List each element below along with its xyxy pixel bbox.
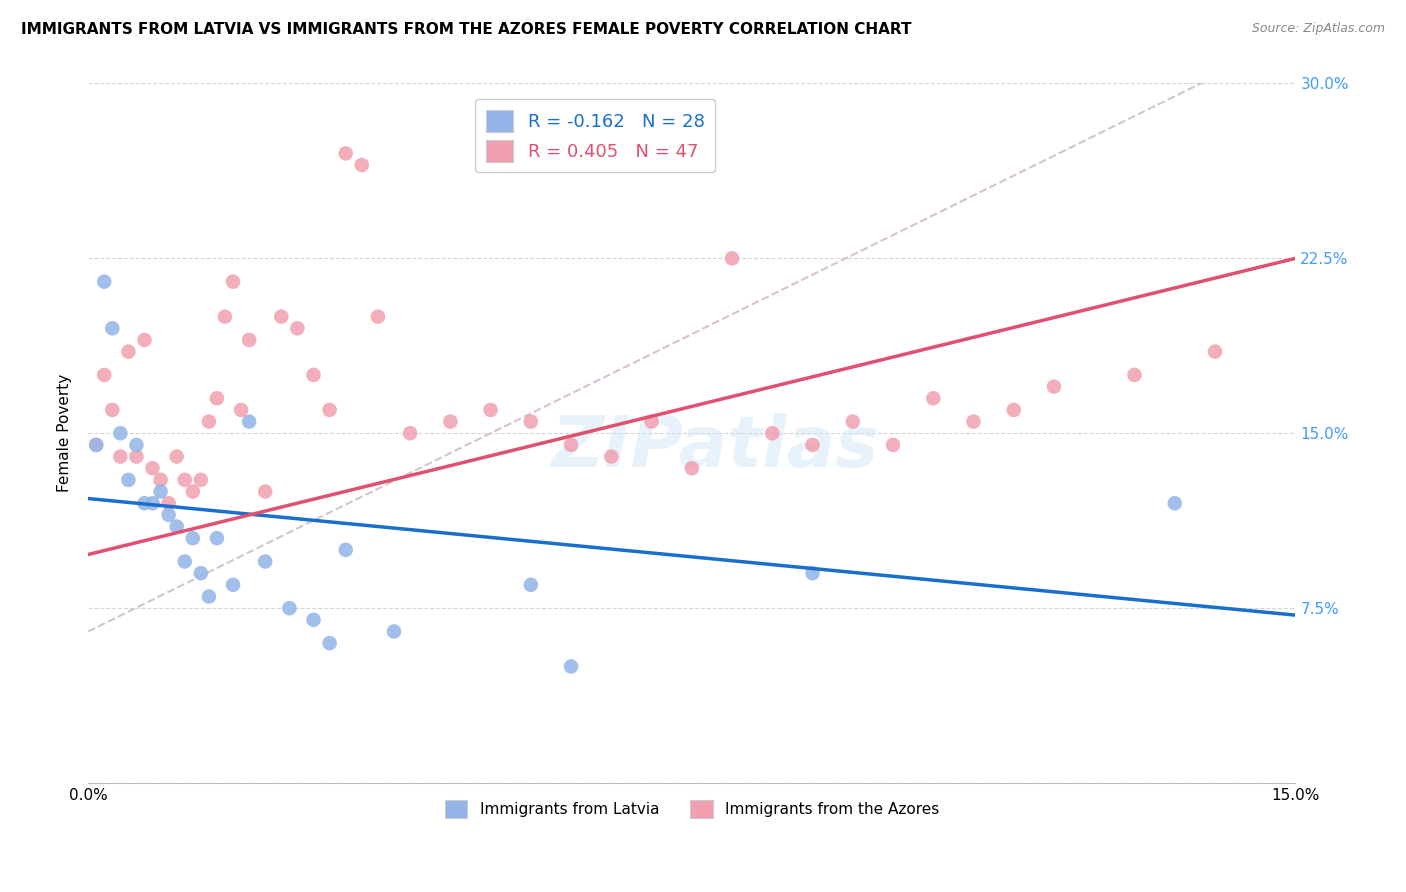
Point xyxy=(149,484,172,499)
Point xyxy=(600,450,623,464)
Point xyxy=(238,333,260,347)
Point xyxy=(181,531,204,545)
Point xyxy=(302,613,325,627)
Point xyxy=(318,636,340,650)
Legend: Immigrants from Latvia, Immigrants from the Azores: Immigrants from Latvia, Immigrants from … xyxy=(439,794,945,824)
Point xyxy=(1002,403,1025,417)
Point xyxy=(173,473,195,487)
Point xyxy=(110,426,132,441)
Point xyxy=(520,415,543,429)
Point xyxy=(117,473,139,487)
Point xyxy=(278,601,301,615)
Point xyxy=(560,659,582,673)
Point xyxy=(190,473,212,487)
Point xyxy=(922,391,945,405)
Point xyxy=(205,531,228,545)
Point xyxy=(335,146,357,161)
Point xyxy=(1204,344,1226,359)
Text: ZIPatlas: ZIPatlas xyxy=(553,413,880,482)
Point xyxy=(134,333,156,347)
Point xyxy=(214,310,236,324)
Point xyxy=(1164,496,1187,510)
Point xyxy=(439,415,461,429)
Point xyxy=(1123,368,1146,382)
Point xyxy=(125,438,148,452)
Point xyxy=(93,368,115,382)
Point xyxy=(93,275,115,289)
Point xyxy=(254,554,277,568)
Point xyxy=(382,624,405,639)
Point xyxy=(287,321,309,335)
Point xyxy=(367,310,389,324)
Point xyxy=(84,438,107,452)
Point xyxy=(350,158,373,172)
Point xyxy=(1043,379,1066,393)
Point xyxy=(254,484,277,499)
Point xyxy=(270,310,292,324)
Point xyxy=(229,403,252,417)
Point xyxy=(335,542,357,557)
Point xyxy=(166,519,188,533)
Text: Source: ZipAtlas.com: Source: ZipAtlas.com xyxy=(1251,22,1385,36)
Point xyxy=(238,415,260,429)
Point xyxy=(222,578,245,592)
Point xyxy=(84,438,107,452)
Point xyxy=(117,344,139,359)
Point xyxy=(198,415,221,429)
Point xyxy=(761,426,783,441)
Point xyxy=(681,461,703,475)
Point xyxy=(166,450,188,464)
Point xyxy=(173,554,195,568)
Point xyxy=(141,496,163,510)
Point xyxy=(141,461,163,475)
Point xyxy=(149,473,172,487)
Text: IMMIGRANTS FROM LATVIA VS IMMIGRANTS FROM THE AZORES FEMALE POVERTY CORRELATION : IMMIGRANTS FROM LATVIA VS IMMIGRANTS FRO… xyxy=(21,22,911,37)
Y-axis label: Female Poverty: Female Poverty xyxy=(58,374,72,492)
Point xyxy=(882,438,904,452)
Point xyxy=(101,403,124,417)
Point xyxy=(302,368,325,382)
Point xyxy=(101,321,124,335)
Point xyxy=(962,415,984,429)
Point xyxy=(801,566,824,581)
Point xyxy=(198,590,221,604)
Point xyxy=(560,438,582,452)
Point xyxy=(125,450,148,464)
Point xyxy=(520,578,543,592)
Point xyxy=(157,496,180,510)
Point xyxy=(190,566,212,581)
Point xyxy=(842,415,865,429)
Point xyxy=(640,415,662,429)
Point xyxy=(181,484,204,499)
Point xyxy=(479,403,502,417)
Point xyxy=(721,252,744,266)
Point xyxy=(205,391,228,405)
Point xyxy=(222,275,245,289)
Point xyxy=(801,438,824,452)
Point xyxy=(318,403,340,417)
Point xyxy=(110,450,132,464)
Point xyxy=(134,496,156,510)
Point xyxy=(399,426,422,441)
Point xyxy=(157,508,180,522)
